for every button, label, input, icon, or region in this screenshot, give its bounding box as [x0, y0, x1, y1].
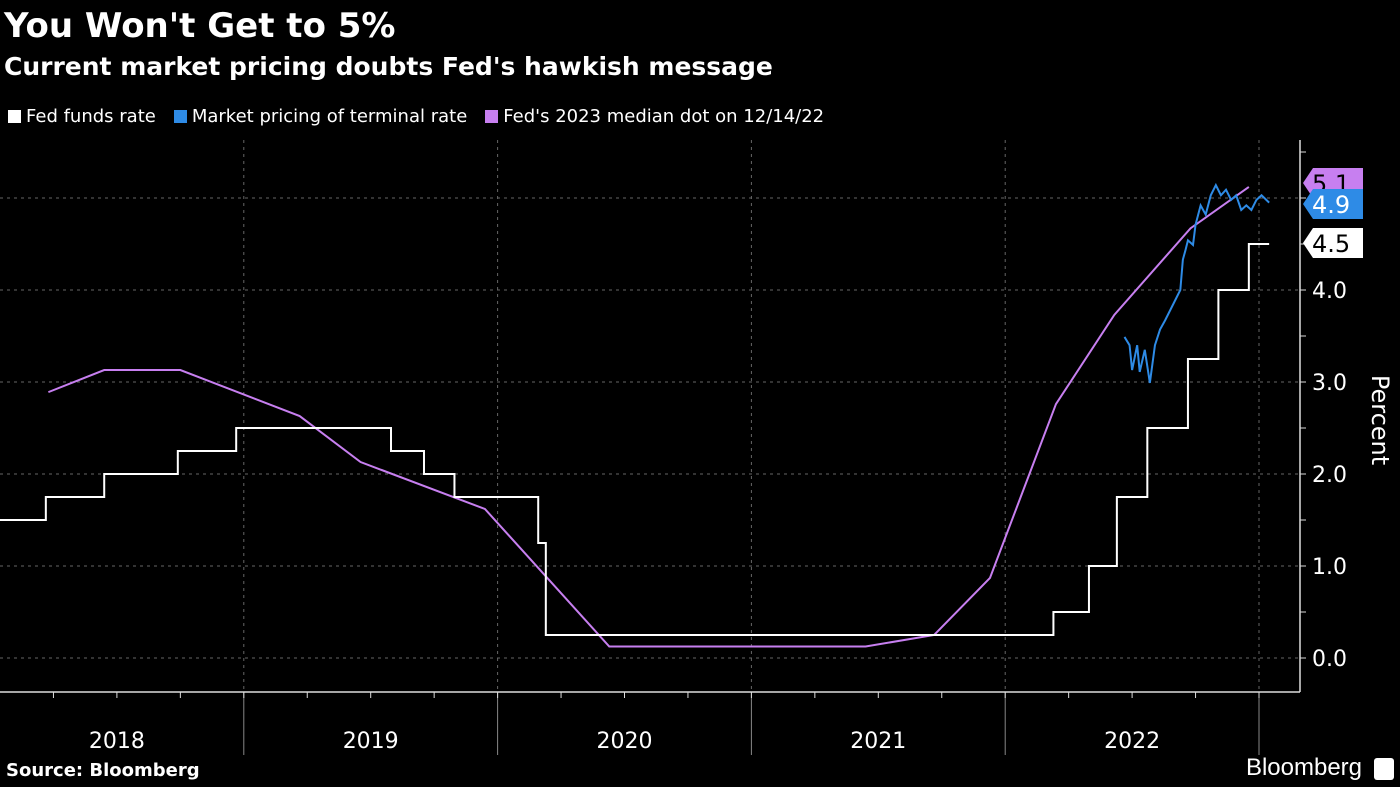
legend-item-fed-funds: Fed funds rate: [8, 106, 156, 127]
x-tick-label: 2019: [343, 729, 399, 754]
source-note: Source: Bloomberg: [6, 760, 200, 781]
x-tick-label: 2020: [597, 729, 653, 754]
series-line-fed-s-2023-median-dot-on-12-14-22: [48, 186, 1250, 648]
x-tick-label: 2022: [1104, 729, 1160, 754]
x-tick-label: 2021: [850, 729, 906, 754]
legend-label: Fed funds rate: [26, 106, 156, 127]
chart-title: You Won't Get to 5%: [4, 6, 396, 46]
series-line-fed-funds-rate: [0, 243, 1270, 636]
y-axis-label: Percent: [1366, 375, 1394, 465]
end-label-value: 4.9: [1312, 191, 1350, 219]
brand-logo-text: Bloomberg: [1245, 754, 1362, 781]
y-tick-label: 2.0: [1312, 463, 1347, 488]
legend-swatch: [8, 110, 21, 123]
end-label-tag: [1303, 189, 1363, 219]
legend-swatch: [485, 110, 499, 123]
y-tick-label: 4.0: [1312, 279, 1347, 304]
end-value-label: 4.9: [1303, 189, 1363, 219]
y-tick-label: 0.0: [1312, 647, 1347, 672]
legend: Fed funds rate Market pricing of termina…: [8, 106, 824, 127]
legend-item-median-dot: Fed's 2023 median dot on 12/14/22: [485, 106, 824, 127]
end-label-value: 4.5: [1312, 230, 1350, 258]
series-line-market-pricing-of-terminal-rate: [1123, 182, 1270, 384]
legend-swatch: [173, 110, 187, 123]
legend-item-market-pricing: Market pricing of terminal rate: [173, 106, 468, 127]
chart-subtitle: Current market pricing doubts Fed's hawk…: [4, 52, 773, 81]
x-tick-label: 2018: [89, 729, 145, 754]
y-tick-label: 3.0: [1312, 371, 1347, 396]
end-value-label: 4.5: [1303, 228, 1363, 258]
bloomberg-icon: [1374, 758, 1394, 780]
legend-label: Market pricing of terminal rate: [191, 106, 468, 127]
legend-label: Fed's 2023 median dot on 12/14/22: [503, 106, 825, 127]
end-label-tag: [1303, 228, 1363, 258]
y-tick-label: 1.0: [1312, 555, 1347, 580]
